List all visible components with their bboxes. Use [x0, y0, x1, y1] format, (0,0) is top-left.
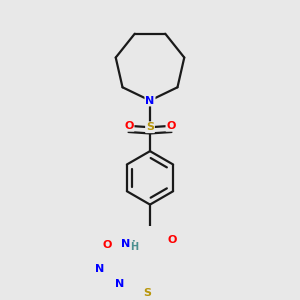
- Text: N: N: [94, 264, 104, 274]
- Text: H: H: [127, 240, 136, 250]
- Text: O: O: [102, 240, 112, 250]
- Text: O: O: [167, 235, 177, 245]
- Text: N: N: [146, 95, 154, 106]
- Text: S: S: [146, 122, 154, 132]
- Text: H: H: [130, 242, 139, 252]
- Text: O: O: [124, 121, 134, 131]
- Text: N: N: [121, 239, 130, 249]
- Text: N: N: [115, 278, 124, 289]
- Text: O: O: [167, 121, 176, 131]
- Text: S: S: [143, 287, 151, 298]
